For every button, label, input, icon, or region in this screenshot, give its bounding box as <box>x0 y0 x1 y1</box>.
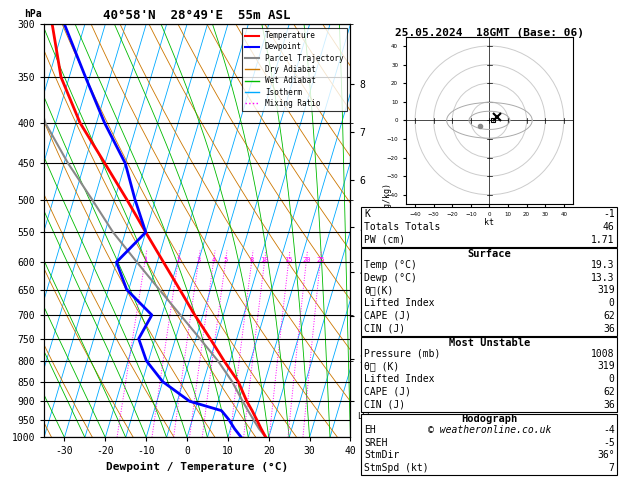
Bar <box>362 248 618 336</box>
Text: hPa: hPa <box>24 9 42 19</box>
Text: PW (cm): PW (cm) <box>364 235 405 244</box>
Text: 3: 3 <box>197 257 201 263</box>
Text: 19.3: 19.3 <box>591 260 615 270</box>
Text: 319: 319 <box>597 285 615 295</box>
Text: -4: -4 <box>603 425 615 435</box>
Text: Totals Totals: Totals Totals <box>364 222 440 232</box>
Text: 46: 46 <box>603 222 615 232</box>
Text: K: K <box>364 209 370 219</box>
Text: 62: 62 <box>603 387 615 397</box>
Text: 13.3: 13.3 <box>591 273 615 282</box>
Text: 62: 62 <box>603 311 615 321</box>
Bar <box>362 414 618 475</box>
Text: 1.71: 1.71 <box>591 235 615 244</box>
Text: 319: 319 <box>597 362 615 371</box>
Text: 1: 1 <box>143 257 147 263</box>
Text: StmSpd (kt): StmSpd (kt) <box>364 463 429 473</box>
Legend: Temperature, Dewpoint, Parcel Trajectory, Dry Adiabat, Wet Adiabat, Isotherm, Mi: Temperature, Dewpoint, Parcel Trajectory… <box>242 28 347 111</box>
Text: 15: 15 <box>284 257 293 263</box>
Y-axis label: km
ASL: km ASL <box>376 231 394 252</box>
Text: θᴇ (K): θᴇ (K) <box>364 362 399 371</box>
X-axis label: Dewpoint / Temperature (°C): Dewpoint / Temperature (°C) <box>106 462 288 472</box>
Title: 40°58'N  28°49'E  55m ASL: 40°58'N 28°49'E 55m ASL <box>104 9 291 22</box>
Text: 1008: 1008 <box>591 348 615 359</box>
Text: 0: 0 <box>609 298 615 308</box>
Text: CAPE (J): CAPE (J) <box>364 387 411 397</box>
Text: 4: 4 <box>211 257 216 263</box>
Text: Dewp (°C): Dewp (°C) <box>364 273 417 282</box>
Text: Mixing Ratio (g/kg): Mixing Ratio (g/kg) <box>382 183 392 278</box>
Text: 36: 36 <box>603 399 615 410</box>
Text: 25: 25 <box>316 257 325 263</box>
Text: StmDir: StmDir <box>364 451 399 460</box>
Text: 20: 20 <box>302 257 311 263</box>
Text: 8: 8 <box>250 257 254 263</box>
Text: 0: 0 <box>609 374 615 384</box>
Text: Most Unstable: Most Unstable <box>449 338 530 348</box>
Text: 25.05.2024  18GMT (Base: 06): 25.05.2024 18GMT (Base: 06) <box>395 29 584 38</box>
Text: Surface: Surface <box>467 249 511 259</box>
Text: 36°: 36° <box>597 451 615 460</box>
Text: EH: EH <box>364 425 376 435</box>
Bar <box>362 337 618 412</box>
Text: Lifted Index: Lifted Index <box>364 374 435 384</box>
Text: Pressure (mb): Pressure (mb) <box>364 348 440 359</box>
Text: LCL: LCL <box>357 412 372 421</box>
Text: Lifted Index: Lifted Index <box>364 298 435 308</box>
Text: CIN (J): CIN (J) <box>364 324 405 333</box>
Text: Temp (°C): Temp (°C) <box>364 260 417 270</box>
Text: Hodograph: Hodograph <box>461 414 518 424</box>
Text: 10: 10 <box>260 257 269 263</box>
Bar <box>362 207 618 247</box>
Text: 2: 2 <box>176 257 181 263</box>
Text: 5: 5 <box>224 257 228 263</box>
Text: θᴇ(K): θᴇ(K) <box>364 285 394 295</box>
Text: 36: 36 <box>603 324 615 333</box>
Text: SREH: SREH <box>364 437 387 448</box>
Text: -1: -1 <box>603 209 615 219</box>
Text: CAPE (J): CAPE (J) <box>364 311 411 321</box>
Text: CIN (J): CIN (J) <box>364 399 405 410</box>
Text: -5: -5 <box>603 437 615 448</box>
Text: 7: 7 <box>609 463 615 473</box>
Text: © weatheronline.co.uk: © weatheronline.co.uk <box>428 425 551 435</box>
